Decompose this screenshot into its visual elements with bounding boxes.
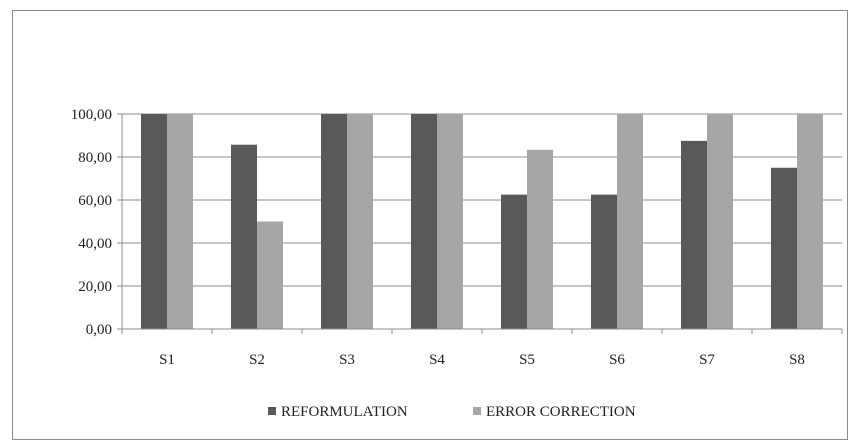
y-tick-label: 20,00	[78, 279, 112, 295]
bar-s4-error-correction	[437, 114, 463, 329]
x-tick-label: S5	[519, 352, 535, 368]
legend-label: REFORMULATION	[281, 404, 408, 420]
gridlines	[122, 113, 842, 330]
y-tick-label: 80,00	[78, 150, 112, 166]
bar-s8-reformulation	[771, 167, 797, 329]
bar-s6-error-correction	[617, 114, 643, 329]
bar-s8-error-correction	[797, 114, 823, 329]
legend: REFORMULATION ERROR CORRECTION	[268, 404, 636, 420]
bar-s4-reformulation	[411, 114, 437, 329]
y-tick-label: 60,00	[78, 193, 112, 209]
bar-s3-error-correction	[347, 114, 373, 329]
bar-s7-reformulation	[681, 140, 707, 329]
bar-s3-reformulation	[321, 114, 347, 329]
y-tick-label: 100,00	[71, 107, 112, 123]
legend-swatch	[268, 407, 276, 415]
legend-label: ERROR CORRECTION	[486, 404, 636, 420]
bar-s7-error-correction	[707, 114, 733, 329]
y-tick-label: 0,00	[86, 322, 112, 338]
bar-s1-reformulation	[141, 114, 167, 329]
bar-s2-reformulation	[231, 144, 257, 329]
x-tick-label: S7	[699, 352, 715, 368]
x-tick-label: S8	[789, 352, 805, 368]
bar-s5-reformulation	[501, 194, 527, 329]
y-tick-label: 40,00	[78, 236, 112, 252]
y-axis: 0,00 20,00 40,00 60,00 80,00 100,00	[71, 107, 123, 338]
bar-s6-reformulation	[591, 194, 617, 329]
legend-swatch	[473, 407, 481, 415]
x-tick-label: S2	[249, 352, 265, 368]
bars	[141, 114, 823, 329]
x-tick-label: S3	[339, 352, 355, 368]
x-axis: S1 S2 S3 S4 S5 S6 S7 S8	[121, 328, 843, 368]
bar-s1-error-correction	[167, 114, 193, 329]
x-tick-label: S4	[429, 352, 445, 368]
x-tick-label: S6	[609, 352, 625, 368]
bar-s2-error-correction	[257, 221, 283, 329]
bar-s5-error-correction	[527, 149, 553, 329]
x-tick-label: S1	[159, 352, 175, 368]
